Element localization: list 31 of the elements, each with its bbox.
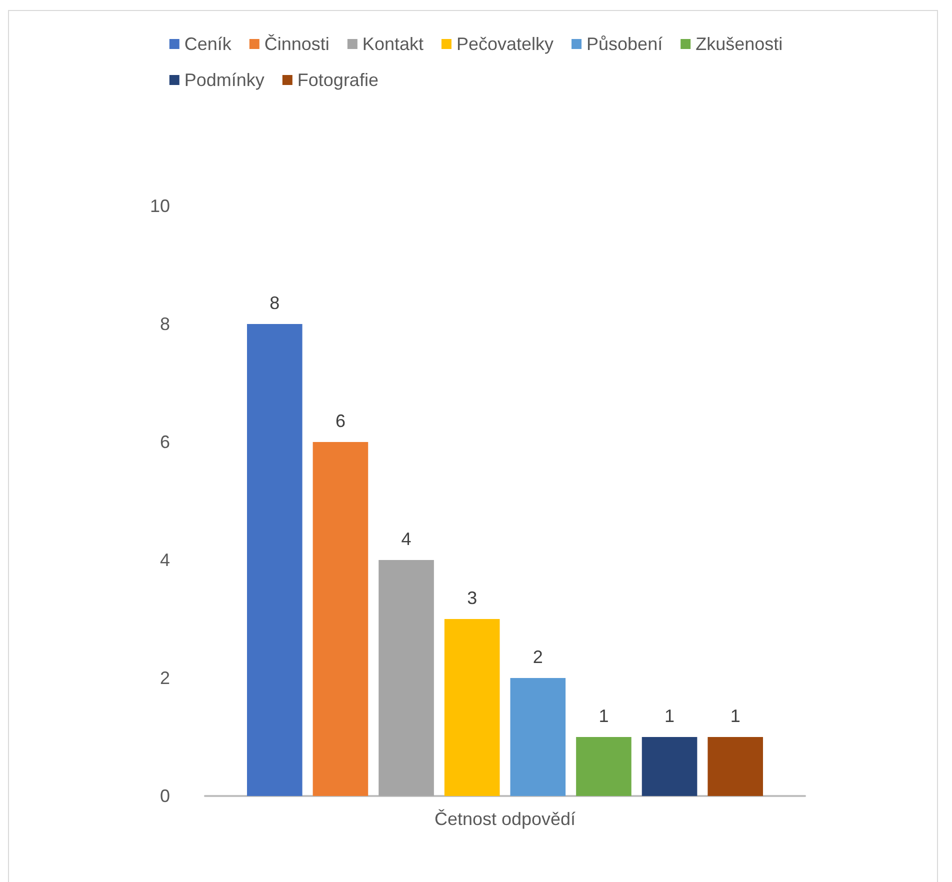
bar [708,737,763,796]
bar [378,560,434,796]
bar [444,619,500,796]
y-tick-label: 4 [160,550,170,570]
data-label: 8 [270,293,280,313]
data-label: 2 [532,647,543,667]
legend-label: Ceník [184,34,232,54]
y-tick-label: 10 [150,196,170,216]
data-label: 3 [467,588,478,608]
bar [510,678,566,796]
y-tick-label: 8 [160,314,170,334]
y-tick-label: 2 [160,668,170,688]
data-label: 1 [730,706,740,726]
y-tick-label: 0 [160,786,170,806]
bar [642,737,698,796]
legend-label: Kontakt [362,34,424,54]
data-label: 4 [401,529,412,549]
data-label: 6 [335,411,346,431]
x-tick-label: Četnost odpovědí [434,809,576,829]
legend-label: Pečovatelky [456,34,554,54]
y-tick-label: 6 [160,432,170,452]
data-label: 1 [598,706,609,726]
data-label: 1 [664,706,675,726]
bar [312,442,368,796]
legend-label: Činnosti [264,34,330,54]
bar [247,324,302,796]
legend-label: Podmínky [184,70,264,90]
legend-label: Fotografie [297,70,378,90]
legend-label: Působení [586,34,663,54]
bar [576,737,632,796]
legend-label: Zkušenosti [696,34,783,54]
